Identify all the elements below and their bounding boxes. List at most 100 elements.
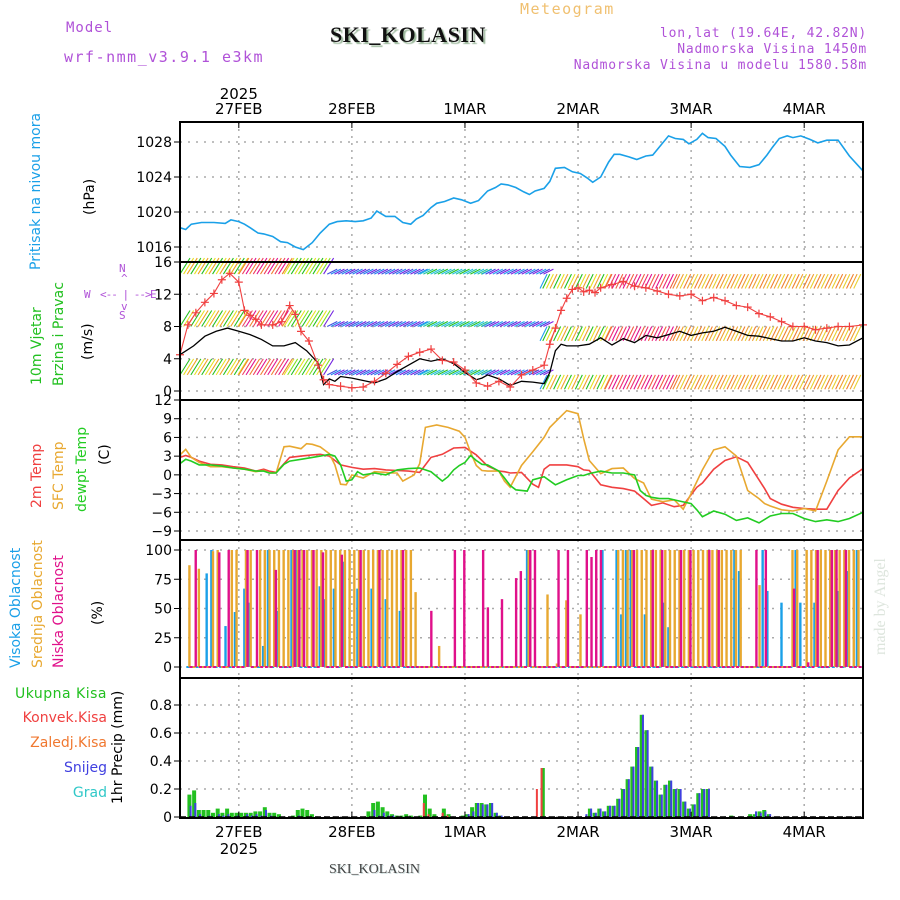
wind-barb <box>574 273 583 289</box>
wind-gust-marker <box>460 366 469 375</box>
wind-barb <box>748 374 757 390</box>
wind-barb <box>611 273 620 289</box>
cloud-bar-zero <box>285 666 289 668</box>
cloud-bar-zero <box>330 666 334 668</box>
wind-barb <box>441 321 452 327</box>
wind-barb <box>543 369 554 376</box>
precip-bar <box>707 789 710 817</box>
wind-gust-marker <box>721 296 730 305</box>
cloud-bar-zero <box>239 666 243 668</box>
cloud-bar <box>268 550 271 667</box>
wind-barb <box>651 273 660 289</box>
x-tick-label-top: 4MAR <box>783 100 826 118</box>
cloud-bar <box>273 550 276 667</box>
cloud-bar <box>255 550 259 667</box>
wind-barb <box>392 321 403 327</box>
wind-barb <box>539 369 551 376</box>
plot-content <box>176 132 867 818</box>
precip-bar <box>674 789 677 817</box>
precip-bar <box>658 794 663 817</box>
wind-barb <box>233 257 245 275</box>
cloud-bar-zero <box>553 666 557 668</box>
cloud-bar-zero <box>421 666 425 668</box>
cloud-bar <box>720 550 724 667</box>
precip-bar <box>684 801 687 817</box>
wind-barb <box>377 321 389 327</box>
cloud-bar-zero <box>781 666 785 668</box>
wind-barb <box>556 273 565 289</box>
cloud-bar <box>595 550 598 667</box>
wind-barb <box>496 321 507 327</box>
wind-barb <box>553 326 562 342</box>
cloud-bar <box>758 585 761 667</box>
cloud-bar-zero <box>783 666 787 668</box>
wind-barb <box>241 358 253 376</box>
cloud-bar-zero <box>492 666 496 668</box>
wind-barb <box>791 273 800 289</box>
cloud-bar <box>400 550 403 667</box>
y-tick-label: 0.6 <box>150 726 172 742</box>
wind-barb <box>337 268 349 275</box>
wind-barb <box>784 326 793 342</box>
x-tick-label-bottom: 4MAR <box>783 823 826 841</box>
cloud-bar <box>266 550 270 667</box>
cloud-bar-zero <box>269 666 273 668</box>
wind-barb <box>838 326 847 342</box>
precip-bar <box>246 814 249 817</box>
wind-barb <box>204 257 216 275</box>
cloud-bar-zero <box>560 666 564 668</box>
cloud-bar <box>667 627 670 667</box>
cloud-bar <box>395 550 398 667</box>
wind-barb <box>662 273 671 289</box>
cloud-bar <box>833 550 837 667</box>
wind-barb <box>719 273 728 289</box>
wind-barb <box>201 358 213 376</box>
cloud-bar <box>566 550 570 667</box>
precip-legend-frz: Zaledj.Kisa <box>30 735 107 751</box>
precip-bar <box>486 804 489 817</box>
wind-barb <box>473 369 485 376</box>
cloud-bar-zero <box>189 666 193 668</box>
cloud-bar <box>247 602 251 667</box>
cloud-bar-zero <box>349 666 353 668</box>
wind-barb <box>651 326 660 342</box>
cloud-bar <box>715 550 719 667</box>
wind-gust-marker <box>754 309 763 318</box>
cloud-bar <box>816 550 819 667</box>
wind-barb <box>615 326 624 342</box>
y-tick-label: 12 <box>154 393 172 409</box>
cloud-bar-zero <box>283 666 287 668</box>
cloud-bar <box>258 550 262 667</box>
wind-gust-marker <box>687 290 696 299</box>
y-tick-label: 8 <box>163 320 172 336</box>
cloud-bar-zero <box>684 666 688 668</box>
cloud-bar-zero <box>476 666 480 668</box>
wind-barb <box>237 310 249 327</box>
cloud-bar-zero <box>542 666 546 668</box>
wind-barb <box>567 374 576 390</box>
precip-bar <box>385 811 390 817</box>
wind-barb <box>183 358 195 376</box>
wind-gust-marker <box>528 366 537 375</box>
wind-barb <box>741 326 750 342</box>
wind-barb <box>748 273 757 289</box>
wind-barb <box>462 369 474 376</box>
wind-barb <box>647 326 656 342</box>
wind-barb <box>345 268 356 275</box>
precip-bar <box>686 808 691 817</box>
wind-barb <box>426 268 438 275</box>
wind-barb <box>294 358 306 376</box>
cloud-bar-zero <box>831 666 835 668</box>
cloud-bar <box>246 550 249 667</box>
wind-barb <box>585 374 594 390</box>
cloud-bar <box>197 568 201 667</box>
cloud-bar <box>565 600 568 667</box>
wind-barb <box>766 374 775 390</box>
cloud-bar-zero <box>337 666 341 668</box>
cloud-bar-zero <box>695 666 699 668</box>
cloud-bar-zero <box>699 666 703 668</box>
wind-barb <box>359 369 371 376</box>
cloud-bar-zero <box>447 666 451 668</box>
wind-barb <box>194 358 205 376</box>
cloud-bar <box>761 550 764 667</box>
